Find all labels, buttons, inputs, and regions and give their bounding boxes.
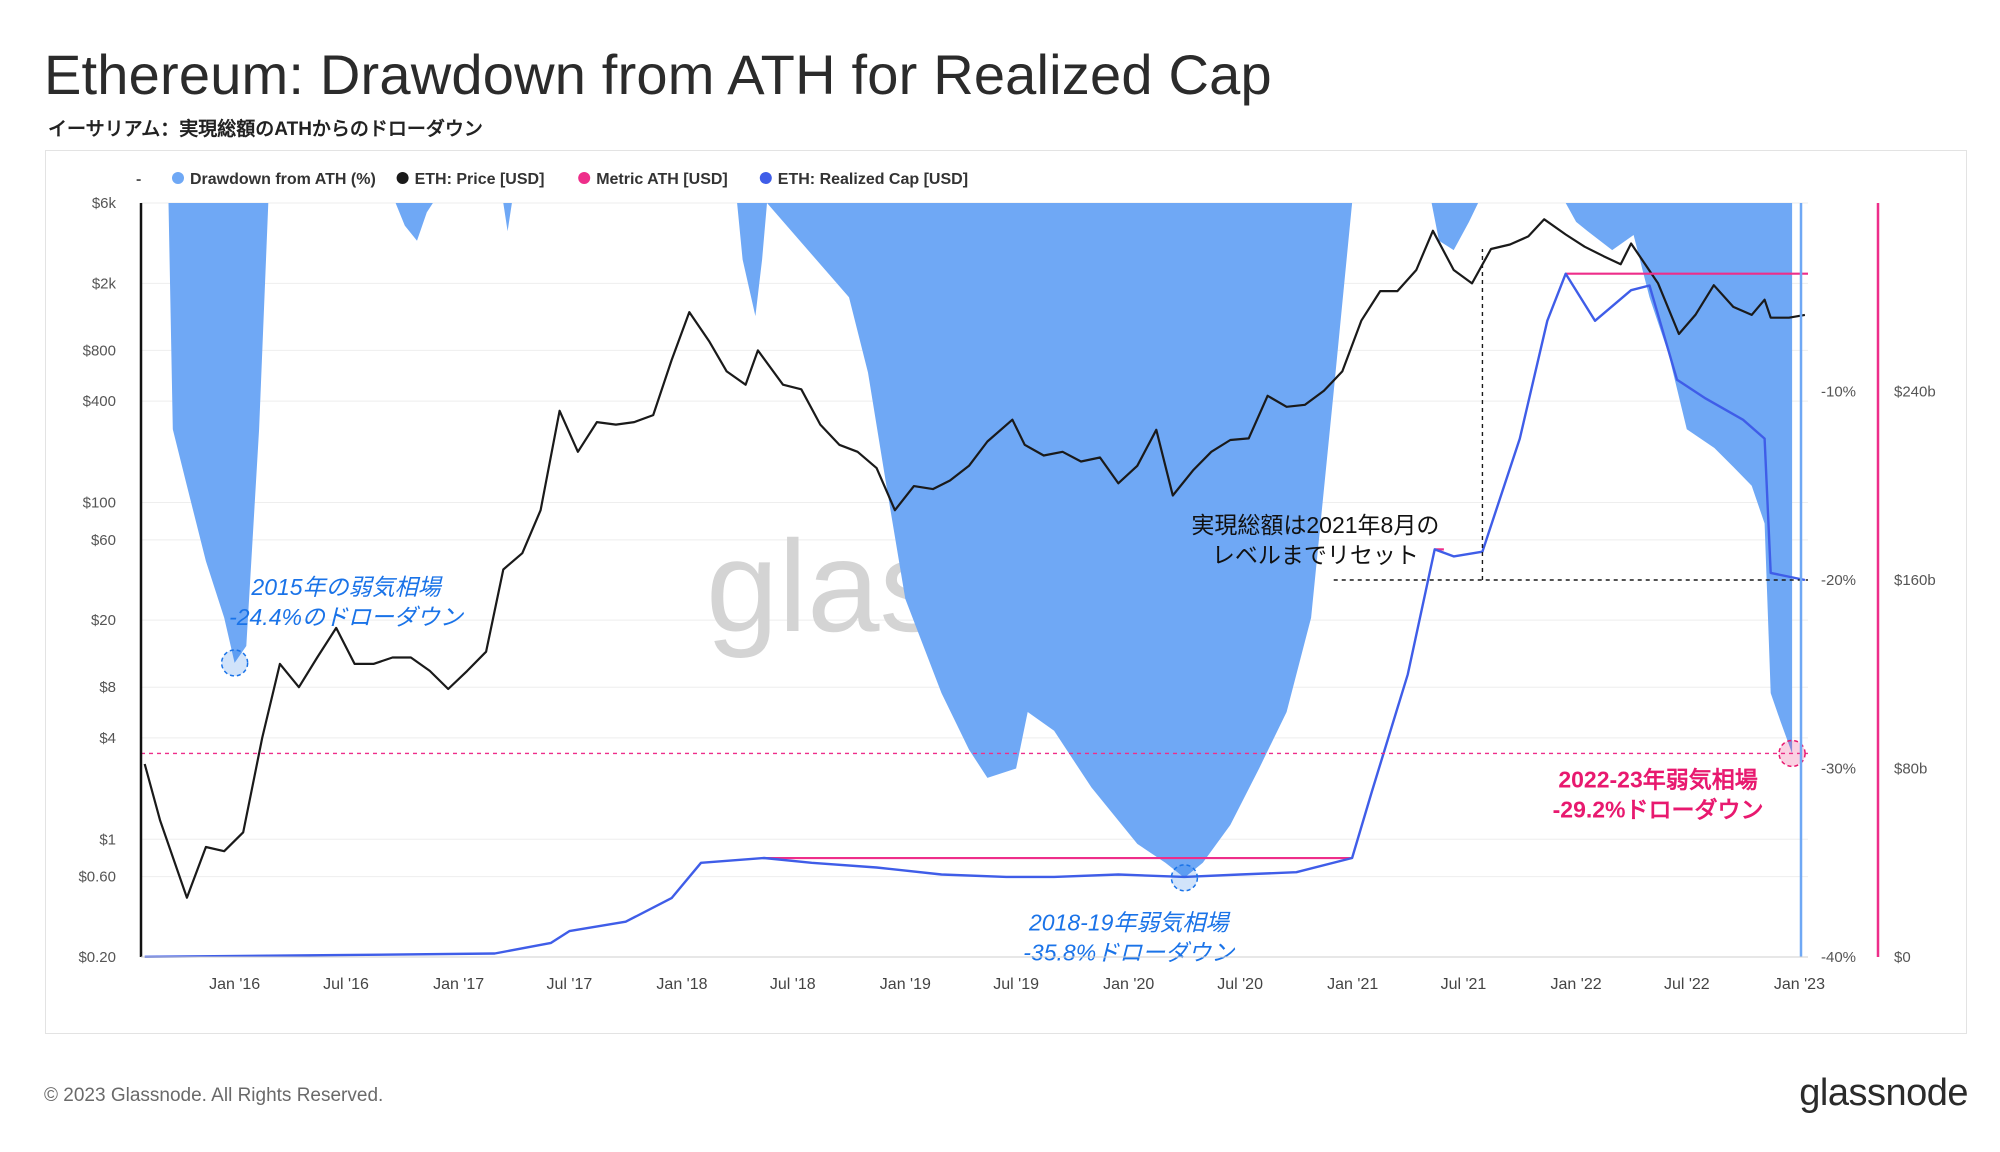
- x-tick-label: Jan '17: [433, 976, 484, 993]
- bear-market-marker: [1170, 864, 1199, 892]
- annotation-text: -29.2%ドローダウン: [1553, 796, 1764, 822]
- price-tick-label: $4: [99, 730, 116, 747]
- realized-cap-tick-label: $80b: [1894, 761, 1927, 778]
- annotation-text: 2018-19年弱気相場: [1028, 910, 1231, 936]
- annotation-text: -24.4%のドローダウン: [229, 604, 465, 630]
- drawdown-tick-label: -40%: [1821, 949, 1856, 966]
- x-tick-label: Jul '19: [993, 976, 1039, 993]
- x-tick-label: Jan '20: [1103, 976, 1154, 993]
- price-tick-label: $6k: [92, 195, 117, 212]
- drawdown-tick-label: -30%: [1821, 761, 1856, 778]
- bear-market-marker: [1778, 739, 1806, 768]
- price-tick-label: $1: [99, 831, 116, 848]
- drawdown-tick-label: -20%: [1821, 572, 1856, 589]
- x-tick-label: Jan '19: [880, 976, 931, 993]
- annotation-text: 実現総額は2021年8月の: [1191, 512, 1439, 538]
- legend-label: ETH: Realized Cap [USD]: [778, 171, 968, 188]
- legend-dot: [396, 172, 409, 184]
- x-tick-label: Jan '18: [656, 976, 707, 993]
- x-tick-label: Jul '22: [1664, 976, 1710, 993]
- x-tick-label: Jul '17: [547, 976, 593, 993]
- legend-item[interactable]: ETH: Price [USD]: [396, 171, 545, 188]
- legend-label: Drawdown from ATH (%): [190, 171, 376, 188]
- realized-cap-tick-label: $160b: [1894, 572, 1936, 589]
- x-tick-label: Jul '18: [770, 976, 816, 993]
- annotation-text: 2022-23年弱気相場: [1558, 766, 1757, 792]
- x-tick-label: Jul '16: [323, 976, 369, 993]
- x-tick-label: Jul '21: [1441, 976, 1487, 993]
- legend-item[interactable]: Drawdown from ATH (%): [172, 171, 376, 188]
- realized-cap-tick-label: $0: [1894, 949, 1911, 966]
- chart-panel: glassnode2015年の弱気相場-24.4%のドローダウン2018-19年…: [45, 150, 1967, 1034]
- legend-label: -: [136, 171, 141, 188]
- legend-dot: [172, 172, 184, 184]
- price-tick-label: $100: [83, 494, 116, 511]
- annotation-text: -35.8%ドローダウン: [1023, 940, 1236, 966]
- realized-cap-tick-label: $240b: [1894, 384, 1936, 401]
- price-tick-label: $20: [91, 612, 116, 629]
- x-tick-label: Jan '16: [209, 976, 260, 993]
- price-tick-label: $400: [83, 393, 116, 410]
- copyright-footer: © 2023 Glassnode. All Rights Reserved.: [44, 1085, 384, 1106]
- price-line: [143, 218, 1806, 899]
- x-tick-label: Jan '21: [1327, 976, 1378, 993]
- legend-dot: [759, 172, 772, 184]
- drawdown-tick-label: -10%: [1821, 384, 1856, 401]
- x-tick-label: Jan '22: [1551, 976, 1602, 993]
- legend-item[interactable]: Metric ATH [USD]: [578, 171, 728, 188]
- realized-cap-line: [144, 272, 1806, 958]
- x-tick-label: Jul '20: [1217, 976, 1263, 993]
- annotation-text: 2015年の弱気相場: [250, 574, 443, 600]
- legend-label: ETH: Price [USD]: [415, 171, 545, 188]
- glassnode-logo: glassnode: [1799, 1072, 1968, 1114]
- x-tick-label: Jan '23: [1774, 976, 1825, 993]
- bear-market-marker: [220, 649, 249, 677]
- chart-svg[interactable]: glassnode2015年の弱気相場-24.4%のドローダウン2018-19年…: [46, 151, 1968, 1035]
- legend-label: Metric ATH [USD]: [596, 171, 728, 188]
- price-tick-label: $2k: [92, 275, 117, 292]
- drawdown-area: [168, 203, 1793, 878]
- price-tick-label: $0.60: [78, 869, 116, 886]
- chart-title: Ethereum: Drawdown from ATH for Realized…: [44, 43, 1272, 106]
- price-tick-label: $800: [83, 342, 116, 359]
- legend-dot: [578, 172, 591, 184]
- legend-item[interactable]: -: [136, 171, 141, 188]
- price-tick-label: $8: [99, 679, 116, 696]
- price-tick-label: $60: [91, 532, 116, 549]
- chart-subtitle: イーサリアム：実現総額のATHからのドローダウン: [48, 119, 483, 140]
- annotation-text: レベルまでリセット: [1212, 542, 1419, 568]
- price-tick-label: $0.20: [78, 949, 116, 966]
- legend-item[interactable]: ETH: Realized Cap [USD]: [759, 171, 968, 188]
